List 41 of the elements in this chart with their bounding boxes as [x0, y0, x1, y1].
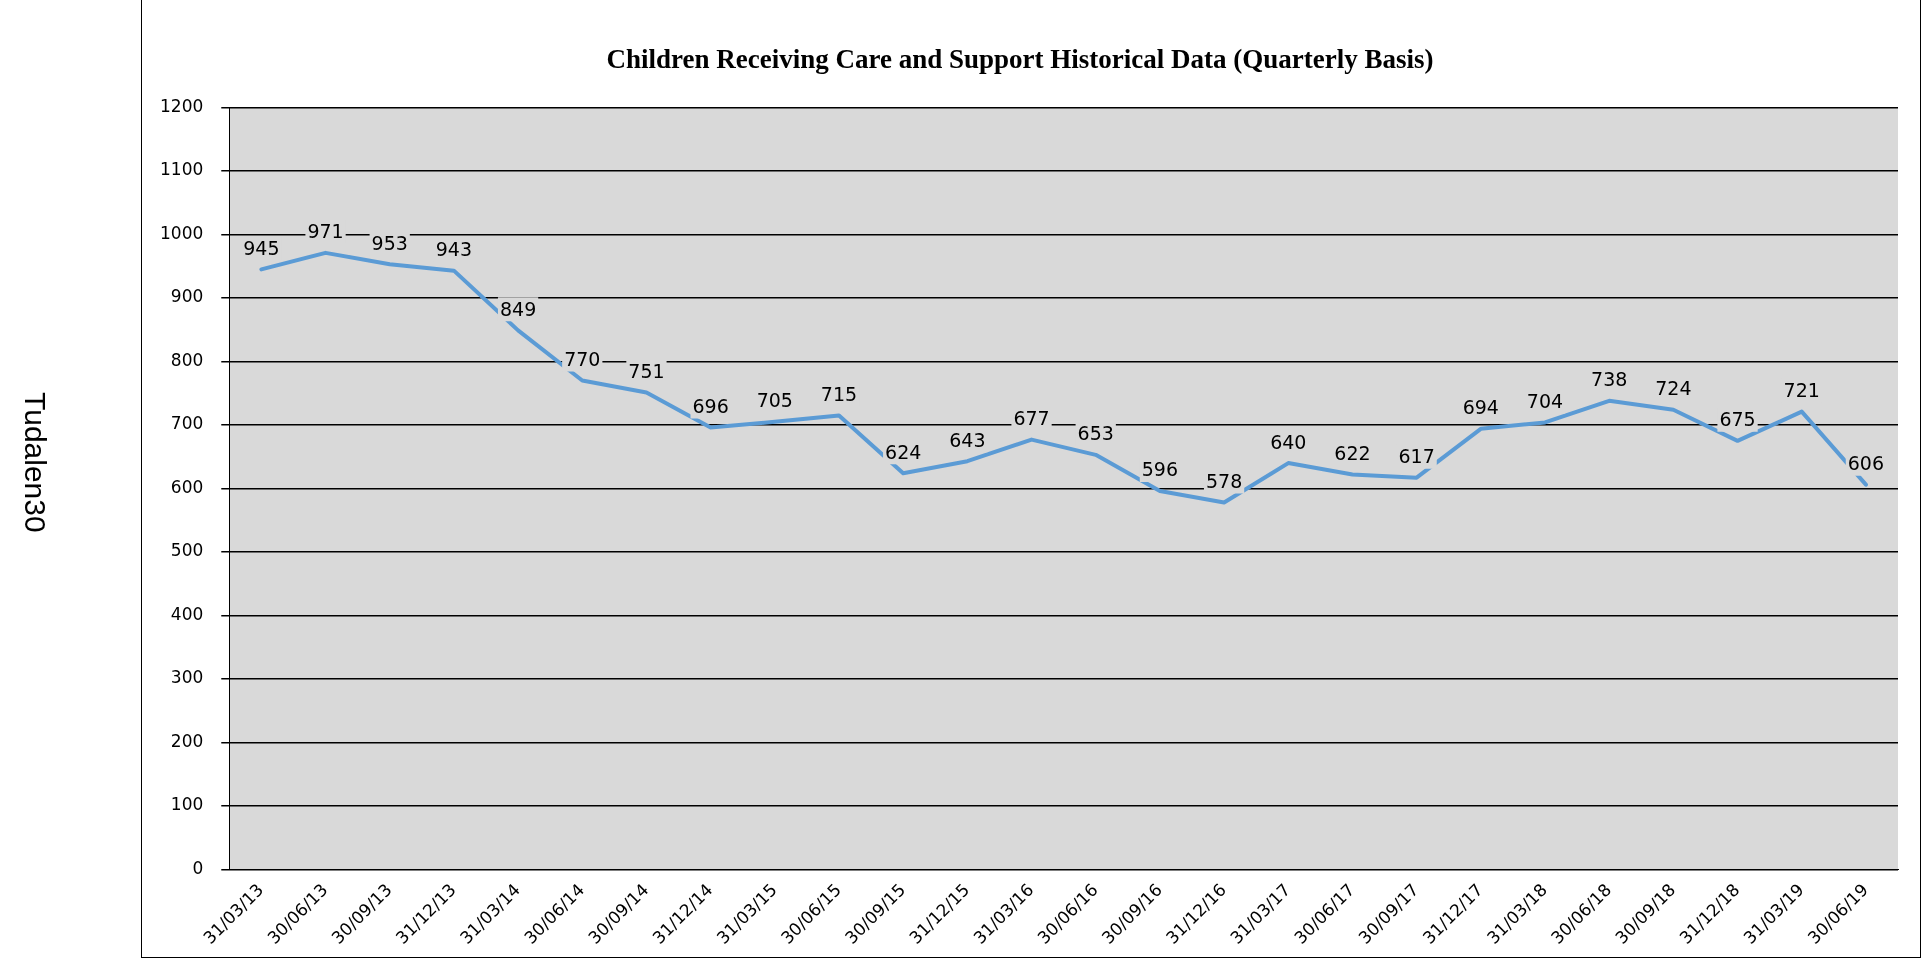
y-tick-label: 1200 [160, 95, 204, 116]
data-label: 721 [1783, 379, 1820, 402]
data-label: 705 [756, 389, 793, 412]
data-label: 943 [435, 238, 473, 261]
y-tick-label: 900 [170, 286, 204, 307]
data-label: 643 [949, 428, 986, 451]
data-label: 677 [1013, 407, 1050, 430]
y-tick-label: 100 [170, 794, 204, 815]
data-label: 694 [1462, 396, 1499, 419]
y-tick-label: 0 [192, 858, 204, 879]
data-label: 675 [1719, 408, 1756, 431]
data-label: 738 [1591, 368, 1628, 391]
y-tick-label: 600 [170, 476, 204, 497]
data-label: 696 [692, 394, 729, 417]
data-label: 578 [1205, 469, 1243, 492]
data-label: 596 [1141, 458, 1179, 481]
chart-title: Children Receiving Care and Support Historical Data (Quarterly Basis) [606, 44, 1434, 75]
data-label: 622 [1334, 441, 1371, 464]
data-label: 640 [1270, 430, 1307, 453]
y-tick-label: 1000 [160, 222, 204, 243]
data-label: 617 [1398, 445, 1435, 468]
y-tick-label: 200 [170, 730, 204, 751]
y-tick-label: 1100 [160, 159, 204, 180]
data-label: 704 [1526, 389, 1564, 412]
text: Tudalen30 [18, 392, 52, 533]
y-tick-label: 500 [170, 540, 204, 561]
data-label: 724 [1655, 377, 1692, 400]
data-label: 971 [307, 220, 344, 243]
data-label: 715 [820, 382, 858, 405]
data-label: 624 [885, 440, 922, 463]
data-label: 751 [628, 360, 665, 383]
data-label: 770 [564, 347, 601, 370]
y-tick-label: 300 [170, 667, 204, 688]
data-label: 606 [1847, 452, 1885, 475]
data-label: 653 [1077, 422, 1114, 445]
y-tick-label: 400 [170, 603, 204, 624]
y-tick-label: 800 [170, 349, 204, 370]
data-label: 849 [499, 297, 537, 320]
data-label: 945 [243, 236, 280, 259]
data-label: 953 [371, 231, 408, 254]
y-tick-label: 700 [170, 413, 204, 434]
